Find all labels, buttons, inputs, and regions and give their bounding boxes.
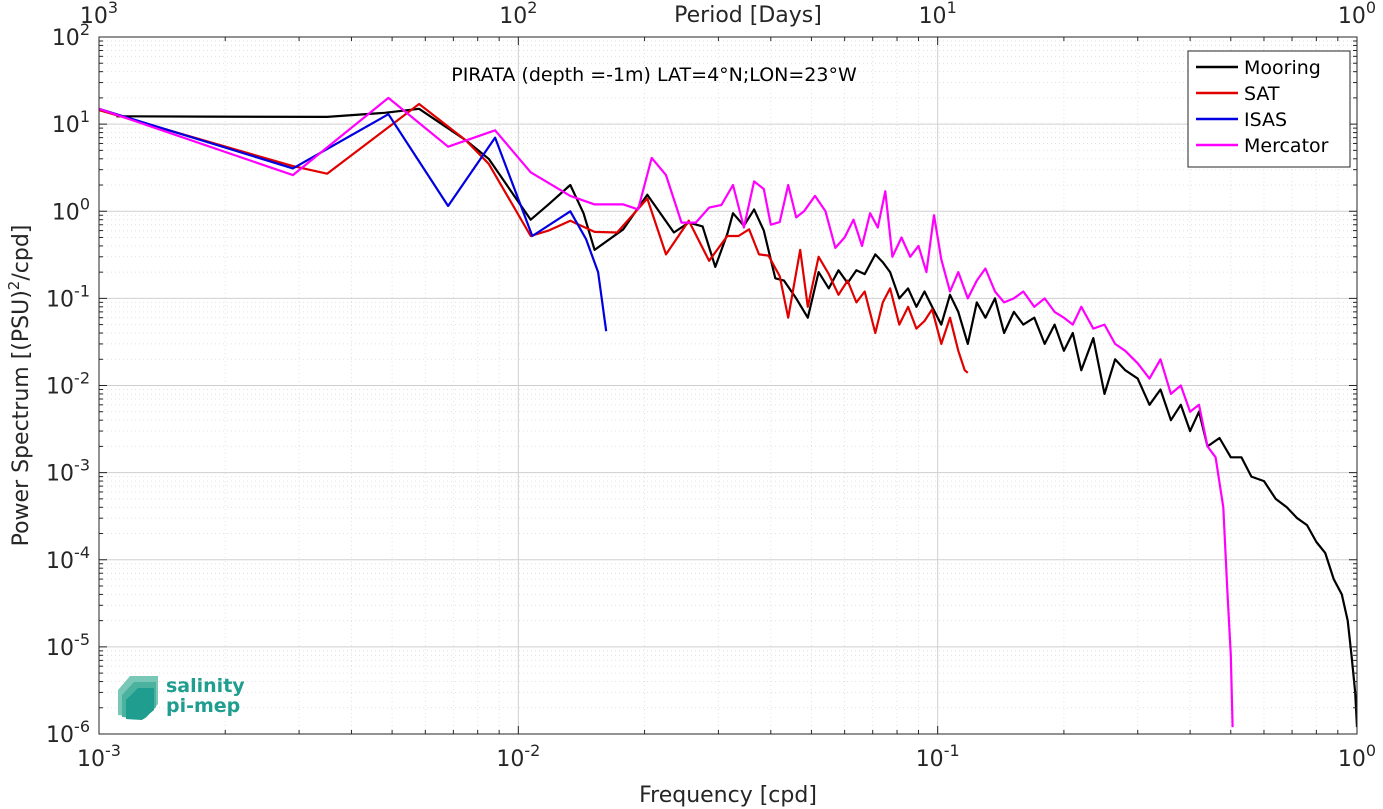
x-tick-label-exp: -1 (944, 741, 960, 760)
series-group (99, 96, 1357, 728)
y-tick-label-exp: -4 (74, 543, 90, 562)
legend-label-mooring: Mooring (1244, 57, 1321, 79)
x-tick-label: 100 (1338, 741, 1376, 772)
y-tick-label-base: 10 (46, 462, 74, 487)
y-tick-label: 10-3 (46, 456, 90, 487)
top-tick-label: 102 (499, 0, 537, 29)
y-tick-label: 102 (52, 20, 90, 51)
series-line-isas (99, 107, 608, 332)
y-tick-label: 101 (52, 107, 90, 138)
y-axis-title: Power Spectrum [(PSU)2/cpd] (5, 225, 34, 547)
x-tick-label-exp: -2 (524, 741, 540, 760)
y-tick-label-base: 10 (46, 287, 74, 312)
y-tick-label: 10-2 (46, 369, 90, 400)
y-tick-label: 10-4 (46, 543, 90, 574)
y-axis-title-main: Power Spectrum [(PSU) (9, 290, 34, 546)
top-tick-label-base: 10 (1338, 4, 1366, 29)
top-tick-label: 101 (919, 0, 957, 29)
ticks (98, 37, 1357, 735)
y-tick-label-exp: -3 (74, 456, 90, 475)
legend-label-mercator: Mercator (1244, 135, 1329, 157)
y-tick-label-exp: -6 (74, 717, 90, 736)
y-tick-label: 10-1 (46, 281, 90, 312)
y-tick-label-base: 10 (52, 200, 80, 225)
top-axis-title: Period [Days] (674, 3, 822, 28)
x-tick-label-base: 10 (496, 747, 524, 772)
y-tick-label-exp: 2 (80, 20, 90, 39)
y-tick-label-exp: -5 (74, 630, 90, 649)
top-tick-label-exp: 3 (108, 0, 118, 17)
x-tick-label-base: 10 (916, 747, 944, 772)
y-tick-label: 10-6 (46, 717, 90, 748)
plot-title: PIRATA (depth =-1m) LAT=4°N;LON=23°W (451, 64, 857, 86)
x-tick-label: 10-2 (496, 741, 540, 772)
top-tick-label-exp: 1 (947, 0, 957, 17)
top-tick-label-base: 10 (499, 4, 527, 29)
top-tick-label-exp: 0 (1366, 0, 1376, 17)
series-line-sat (99, 102, 969, 374)
series-line-mercator (99, 96, 1234, 728)
logo-wave-front (126, 688, 154, 720)
y-tick-label-base: 10 (46, 375, 74, 400)
x-tick-label-exp: 0 (1366, 741, 1376, 760)
x-tick-label-exp: -3 (105, 741, 121, 760)
y-tick-label-exp: 0 (80, 194, 90, 213)
y-tick-label: 100 (52, 194, 90, 225)
y-tick-label-base: 10 (52, 113, 80, 138)
series-line-mooring (116, 107, 1357, 728)
top-tick-label-base: 10 (919, 4, 947, 29)
legend-label-isas: ISAS (1244, 109, 1287, 131)
top-tick-label: 100 (1338, 0, 1376, 29)
grid (98, 37, 1357, 735)
x-tick-label: 10-1 (916, 741, 960, 772)
logo-text-pimep: pi-mep (166, 695, 240, 717)
y-tick-label-exp: -1 (74, 281, 90, 300)
y-axis-title-end: /cpd] (9, 225, 34, 281)
y-tick-label-base: 10 (52, 26, 80, 51)
y-tick-label: 10-5 (46, 630, 90, 661)
top-tick-label: 103 (80, 0, 118, 29)
legend-label-sat: SAT (1244, 83, 1280, 105)
legend: Mooring SAT ISAS Mercator (1187, 50, 1351, 168)
x-tick-label-base: 10 (77, 747, 105, 772)
y-tick-label-exp: 1 (80, 107, 90, 126)
y-axis-title-sup: 2 (5, 281, 23, 291)
top-tick-label-base: 10 (80, 4, 108, 29)
x-tick-label-base: 10 (1338, 747, 1366, 772)
x-axis-title: Frequency [cpd] (639, 783, 817, 808)
top-tick-label-exp: 2 (527, 0, 537, 17)
x-tick-label: 10-3 (77, 741, 121, 772)
y-tick-label-base: 10 (46, 723, 74, 748)
y-tick-label-base: 10 (46, 549, 74, 574)
y-tick-label-exp: -2 (74, 369, 90, 388)
legend-box (1187, 50, 1351, 168)
salinity-pi-mep-logo: salinity pi-mep (118, 675, 245, 720)
y-tick-label-base: 10 (46, 636, 74, 661)
logo-text-salinity: salinity (166, 675, 245, 697)
